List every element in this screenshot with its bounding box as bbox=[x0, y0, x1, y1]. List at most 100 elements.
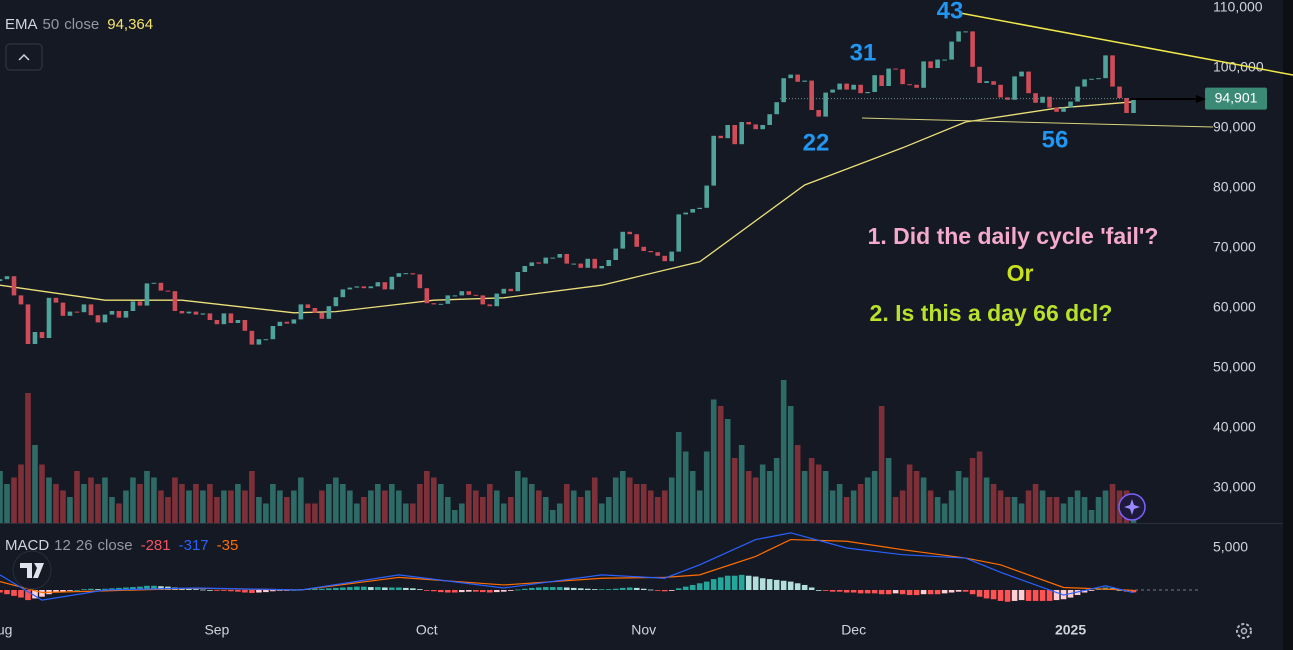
sparkle[interactable] bbox=[1124, 499, 1140, 515]
button-frame[interactable] bbox=[5, 43, 43, 71]
logo-mark[interactable] bbox=[20, 563, 44, 578]
volume-bar bbox=[535, 490, 542, 523]
volume-bar bbox=[801, 471, 808, 523]
candle-body bbox=[550, 257, 556, 259]
macd-histogram-bar bbox=[682, 586, 689, 590]
candle-body bbox=[298, 304, 304, 320]
y-tick-label: 30,000 bbox=[1213, 479, 1256, 495]
macd-histogram-bar bbox=[130, 587, 136, 590]
x-tick-label: 2025 bbox=[1055, 622, 1086, 638]
volume-bar bbox=[976, 451, 983, 523]
candle-body bbox=[970, 31, 975, 67]
candle-body bbox=[501, 288, 507, 294]
candle-body bbox=[270, 326, 276, 340]
volume-bar bbox=[948, 490, 955, 523]
volume-bar bbox=[60, 490, 66, 523]
candle-body bbox=[935, 59, 940, 68]
volume-bar bbox=[228, 490, 234, 523]
candle-body bbox=[907, 84, 912, 86]
volume-bar bbox=[382, 490, 388, 523]
macd-histogram-bar bbox=[1046, 590, 1053, 601]
trend-line bbox=[861, 117, 1214, 128]
macd-histogram-bar bbox=[815, 590, 822, 591]
volume-bar bbox=[431, 477, 437, 523]
macd-histogram-bar bbox=[514, 589, 521, 591]
gear-icon[interactable] bbox=[1236, 623, 1252, 639]
volume-bar bbox=[1046, 497, 1053, 523]
volume-bar bbox=[745, 471, 752, 523]
macd-histogram-bar bbox=[941, 590, 948, 594]
tv-logo[interactable] bbox=[12, 550, 52, 590]
volume-bar bbox=[256, 497, 262, 523]
volume-bar bbox=[514, 471, 521, 523]
settings-button[interactable] bbox=[1236, 623, 1252, 639]
candle-body bbox=[221, 313, 227, 325]
volume-bar bbox=[871, 471, 878, 523]
volume-bar bbox=[738, 445, 745, 523]
assistant-button[interactable] bbox=[1118, 493, 1146, 521]
macd-histogram-bar bbox=[25, 590, 31, 601]
volume-bar bbox=[186, 490, 192, 523]
macd-histogram-bar bbox=[731, 575, 738, 590]
macd-histogram-bar bbox=[724, 575, 731, 590]
candle-body bbox=[172, 291, 178, 312]
gear-center[interactable] bbox=[1240, 627, 1248, 635]
candle-body bbox=[200, 313, 206, 315]
volume-bar bbox=[340, 484, 346, 523]
candle-body bbox=[802, 80, 807, 82]
volume-bar bbox=[500, 503, 507, 523]
candle-body bbox=[0, 279, 3, 282]
macd-histogram-bar bbox=[417, 589, 423, 590]
macd-histogram-bar bbox=[67, 590, 73, 591]
volume-bar bbox=[277, 490, 283, 523]
x-tick-label: Sep bbox=[204, 622, 229, 638]
y-tick-label: 70,000 bbox=[1213, 239, 1256, 255]
macd-histogram-bar bbox=[920, 590, 927, 595]
candle-body bbox=[452, 295, 458, 297]
signal-value: -35 bbox=[217, 537, 239, 554]
candle-body bbox=[774, 102, 779, 115]
macd-histogram-bar bbox=[773, 579, 780, 590]
candle-body bbox=[74, 311, 80, 313]
candle-body bbox=[844, 83, 849, 90]
candle-body bbox=[354, 286, 360, 288]
candle-body bbox=[578, 263, 584, 268]
macd-histogram-bar bbox=[102, 588, 108, 590]
candle-body bbox=[732, 124, 737, 145]
candle-body bbox=[256, 339, 262, 345]
macd-histogram-bar bbox=[556, 587, 563, 590]
macd-histogram-bar bbox=[1081, 590, 1088, 593]
macd-histogram-bar bbox=[277, 590, 283, 591]
macd-histogram-bar bbox=[445, 590, 451, 593]
macd-histogram-bar bbox=[808, 587, 815, 590]
volume-bar bbox=[151, 477, 157, 523]
macd-histogram-bar bbox=[1032, 590, 1039, 601]
candle-body bbox=[165, 290, 171, 292]
chevron-icon[interactable] bbox=[18, 53, 30, 61]
macd-histogram-bar bbox=[431, 590, 437, 592]
wave-label: 56 bbox=[1042, 126, 1069, 153]
candle-body bbox=[1068, 101, 1073, 108]
candle-body bbox=[410, 273, 416, 275]
candle-body bbox=[1040, 96, 1045, 103]
volume-bar bbox=[1011, 497, 1018, 523]
volume-bar bbox=[347, 490, 353, 523]
candle-body bbox=[942, 59, 947, 61]
candle-body bbox=[193, 311, 199, 315]
indicator-source: close bbox=[98, 537, 133, 554]
volume-bar bbox=[95, 484, 101, 523]
y-tick-label: 60,000 bbox=[1213, 299, 1256, 315]
candle-body bbox=[718, 135, 723, 139]
candle-body bbox=[95, 315, 101, 323]
macd-histogram-bar bbox=[312, 588, 318, 590]
collapse-button[interactable] bbox=[5, 43, 43, 71]
candle-body bbox=[865, 91, 870, 94]
candle-body bbox=[760, 124, 765, 130]
candle-body bbox=[18, 295, 24, 305]
macd-histogram-bar bbox=[389, 587, 395, 590]
candle-body bbox=[1005, 97, 1010, 100]
candle-body bbox=[508, 288, 514, 292]
macd-histogram-bar bbox=[186, 588, 192, 590]
macd-histogram-bar bbox=[221, 590, 227, 591]
macd-histogram-bar bbox=[1011, 590, 1018, 601]
